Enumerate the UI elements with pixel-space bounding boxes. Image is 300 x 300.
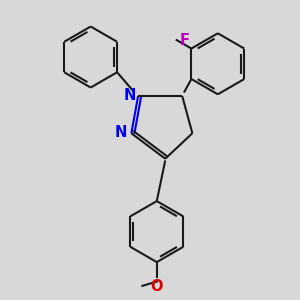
Text: N: N xyxy=(124,88,136,103)
Text: O: O xyxy=(151,279,163,294)
Text: F: F xyxy=(179,33,189,48)
Text: N: N xyxy=(115,125,128,140)
